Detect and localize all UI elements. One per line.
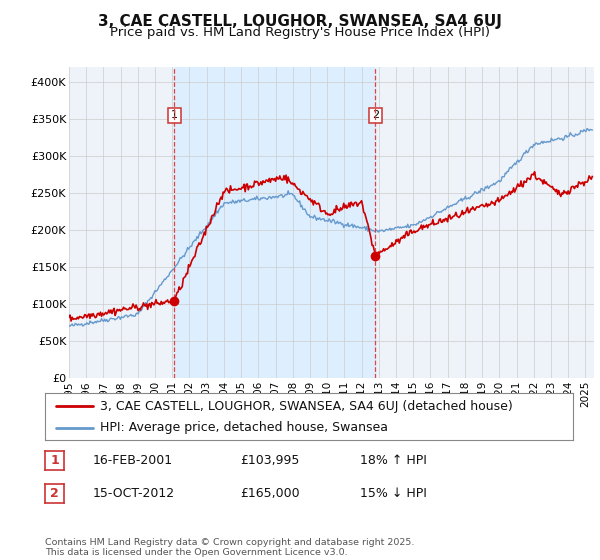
Text: 1: 1 [50,454,59,467]
Text: 1: 1 [171,110,178,120]
Text: 2: 2 [371,110,379,120]
Text: Contains HM Land Registry data © Crown copyright and database right 2025.
This d: Contains HM Land Registry data © Crown c… [45,538,415,557]
Text: 15-OCT-2012: 15-OCT-2012 [93,487,175,501]
Text: 2: 2 [50,487,59,501]
Text: 18% ↑ HPI: 18% ↑ HPI [360,454,427,467]
Text: 3, CAE CASTELL, LOUGHOR, SWANSEA, SA4 6UJ: 3, CAE CASTELL, LOUGHOR, SWANSEA, SA4 6U… [98,14,502,29]
Text: 3, CAE CASTELL, LOUGHOR, SWANSEA, SA4 6UJ (detached house): 3, CAE CASTELL, LOUGHOR, SWANSEA, SA4 6U… [100,400,513,413]
Text: 15% ↓ HPI: 15% ↓ HPI [360,487,427,501]
Bar [175,67,375,378]
Text: Price paid vs. HM Land Registry's House Price Index (HPI): Price paid vs. HM Land Registry's House … [110,26,490,39]
Text: HPI: Average price, detached house, Swansea: HPI: Average price, detached house, Swan… [100,421,388,434]
Text: 16-FEB-2001: 16-FEB-2001 [93,454,173,467]
Text: £103,995: £103,995 [240,454,299,467]
Text: £165,000: £165,000 [240,487,299,501]
